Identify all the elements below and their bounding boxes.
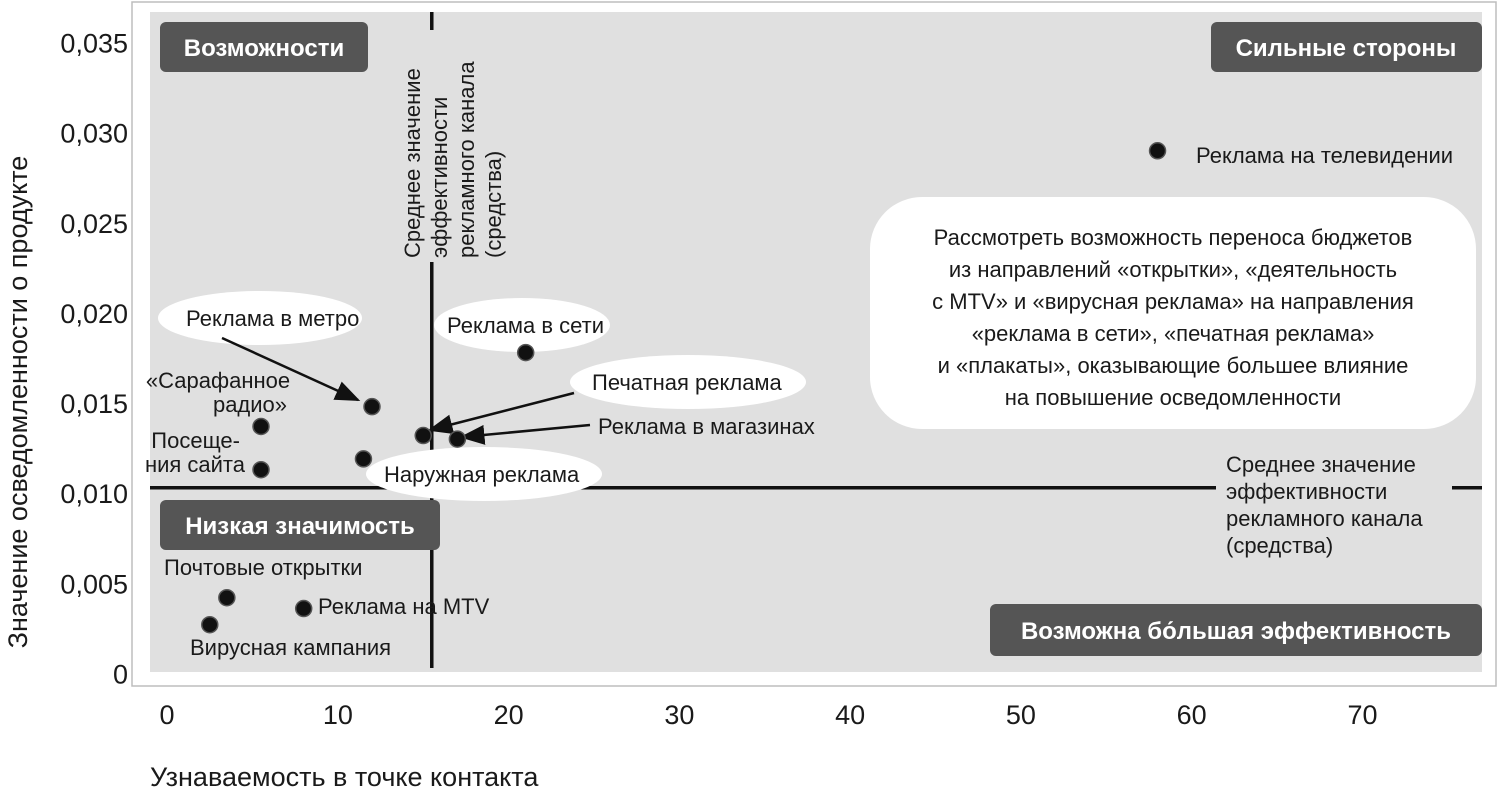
point-label-viral: Вирусная кампания xyxy=(190,635,391,660)
svg-text:ния сайта: ния сайта xyxy=(145,452,246,477)
vertical-label-line-2: эффективности xyxy=(427,97,452,258)
data-point-4 xyxy=(448,430,467,448)
x-tick-label: 20 xyxy=(494,700,524,730)
data-point-3 xyxy=(414,426,432,445)
data-point-1 xyxy=(516,343,535,362)
point-label-tv: Реклама на телевидении xyxy=(1196,143,1453,168)
note-line: из направлений «открытки», «деятельность xyxy=(949,257,1397,282)
x-tick-label: 30 xyxy=(664,700,694,730)
y-tick-label: 0,015 xyxy=(60,389,128,419)
data-point-7 xyxy=(252,460,270,479)
quadrant-label: Сильные стороны xyxy=(1236,35,1457,62)
y-tick-label: 0,030 xyxy=(60,119,128,149)
y-axis-title: Значение осведомленности о продукте xyxy=(3,156,33,649)
vertical-label-line-4: (средства) xyxy=(481,151,506,258)
x-tick-label: 0 xyxy=(160,700,175,730)
quadrant-label: Возможности xyxy=(184,35,345,62)
horizontal-label-line-2: эффективности xyxy=(1226,479,1387,504)
quadrant-top-right: Сильные стороны xyxy=(1211,22,1482,72)
points-layer xyxy=(201,142,1167,634)
svg-text:«Сарафанное: «Сарафанное xyxy=(146,368,290,393)
y-tick-label: 0 xyxy=(113,659,128,689)
vertical-line-label: Среднее значение эффективности рекламног… xyxy=(398,30,510,262)
y-tick-label: 0,010 xyxy=(60,479,128,509)
note-line: с MTV» и «вирусная реклама» на направлен… xyxy=(932,289,1414,314)
quadrant-label: Возможна бо́льшая эффективность xyxy=(1021,618,1451,645)
quadrant-top-left: Возможности xyxy=(160,22,368,72)
x-tick-label: 50 xyxy=(1006,700,1036,730)
note-line: и «плакаты», оказывающие большее влияние xyxy=(938,353,1409,378)
point-label-internet: Реклама в сети xyxy=(447,313,604,338)
data-point-6 xyxy=(252,417,270,436)
point-label-print: Печатная реклама xyxy=(592,370,783,395)
note-line: Рассмотреть возможность переноса бюджето… xyxy=(934,225,1413,250)
arrow-print xyxy=(427,391,575,435)
data-point-5 xyxy=(354,450,373,468)
quadrant-bottom-right: Возможна бо́льшая эффективность xyxy=(990,604,1482,656)
vertical-label-line-1: Среднее значение xyxy=(400,68,425,258)
y-axis-ticks: 0 0,005 0,010 0,015 0,020 0,025 0,030 0,035 xyxy=(60,29,128,690)
horizontal-label-line-1: Среднее значение xyxy=(1226,452,1416,477)
x-axis-ticks: 0 10 20 30 40 50 60 70 xyxy=(160,700,1378,730)
point-label-word-of-mouth: «Сарафанное радио» xyxy=(146,368,290,417)
horizontal-label-line-4: (средства) xyxy=(1226,533,1333,558)
point-label-site-visits: Посеще- ния сайта xyxy=(145,428,246,477)
note-line: «реклама в сети», «печатная реклама» xyxy=(972,321,1375,346)
data-point-0 xyxy=(1148,142,1167,160)
callout-outdoor xyxy=(366,447,602,501)
data-point-10 xyxy=(201,615,219,634)
x-axis-title: Узнаваемость в точке контакта xyxy=(150,762,539,789)
recommendation-note: Рассмотреть возможность переноса бюджето… xyxy=(870,197,1476,429)
point-label-postcards: Почтовые открытки xyxy=(164,555,362,580)
svg-text:радио»: радио» xyxy=(213,392,287,417)
vertical-label-line-3: рекламного канала xyxy=(454,61,479,258)
point-label-stores: Реклама в магазинах xyxy=(598,414,815,439)
x-tick-label: 10 xyxy=(323,700,353,730)
quadrant-label: Низкая значимость xyxy=(185,513,415,540)
data-point-2 xyxy=(363,397,381,416)
y-tick-label: 0,035 xyxy=(60,29,128,59)
callout-print xyxy=(570,355,806,409)
callout-internet xyxy=(434,298,610,352)
callout-metro xyxy=(158,291,362,345)
x-tick-label: 60 xyxy=(1177,700,1207,730)
point-label-metro: Реклама в метро xyxy=(186,306,359,331)
arrow-metro xyxy=(221,336,361,402)
note-line: на повышение осведомленности xyxy=(1005,385,1341,410)
horizontal-line-label: Среднее значение эффективности рекламног… xyxy=(1216,446,1452,562)
quadrant-bottom-left: Низкая значимость xyxy=(160,500,440,550)
x-tick-label: 70 xyxy=(1347,700,1377,730)
y-tick-label: 0,025 xyxy=(60,209,128,239)
horizontal-label-line-3: рекламного канала xyxy=(1226,506,1423,531)
data-point-9 xyxy=(294,599,313,618)
point-label-mtv: Реклама на MTV xyxy=(318,594,490,619)
arrow-stores xyxy=(459,423,591,445)
data-point-8 xyxy=(218,588,236,607)
point-label-outdoor: Наружная реклама xyxy=(384,462,580,487)
y-tick-label: 0,020 xyxy=(60,299,128,329)
svg-text:Посеще-: Посеще- xyxy=(151,428,240,453)
x-tick-label: 40 xyxy=(835,700,865,730)
y-tick-label: 0,005 xyxy=(60,569,128,599)
